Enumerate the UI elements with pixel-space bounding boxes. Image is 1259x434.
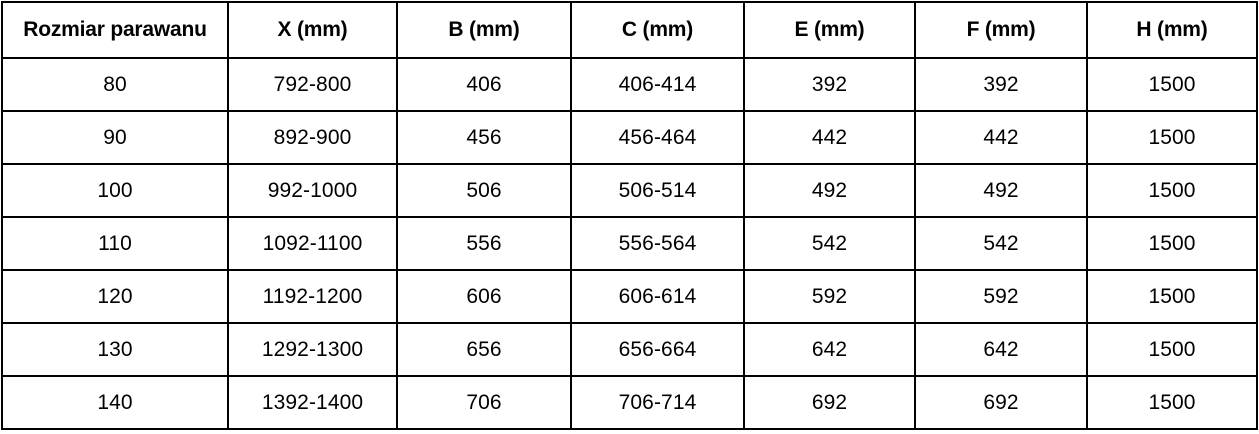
cell-size: 80 <box>1 57 229 112</box>
table-row: 110 1092-1100 556 556-564 542 542 1500 <box>1 216 1258 271</box>
cell-c: 506-514 <box>570 163 745 218</box>
cell-b: 556 <box>396 216 572 271</box>
cell-h: 1500 <box>1086 57 1258 112</box>
column-header-h: H (mm) <box>1086 1 1258 59</box>
cell-x: 1092-1100 <box>227 216 398 271</box>
cell-x: 1292-1300 <box>227 322 398 377</box>
cell-b: 406 <box>396 57 572 112</box>
cell-c: 406-414 <box>570 57 745 112</box>
cell-x: 792-800 <box>227 57 398 112</box>
cell-b: 456 <box>396 110 572 165</box>
cell-e: 642 <box>743 322 916 377</box>
cell-c: 456-464 <box>570 110 745 165</box>
cell-x: 1392-1400 <box>227 375 398 430</box>
cell-f: 692 <box>914 375 1088 430</box>
cell-f: 542 <box>914 216 1088 271</box>
cell-c: 706-714 <box>570 375 745 430</box>
column-header-f: F (mm) <box>914 1 1088 59</box>
table-body: 80 792-800 406 406-414 392 392 1500 90 892-900 45… <box>1 57 1258 430</box>
table-header: Rozmiar parawanu X (mm) B (mm) C (mm) E (mm)… <box>1 1 1258 59</box>
cell-e: 392 <box>743 57 916 112</box>
cell-size: 130 <box>1 322 229 377</box>
cell-f: 442 <box>914 110 1088 165</box>
cell-size: 100 <box>1 163 229 218</box>
cell-x: 992-1000 <box>227 163 398 218</box>
cell-b: 706 <box>396 375 572 430</box>
table-row: 90 892-900 456 456-464 442 442 1500 <box>1 110 1258 165</box>
cell-e: 442 <box>743 110 916 165</box>
cell-x: 1192-1200 <box>227 269 398 324</box>
header-row: Rozmiar parawanu X (mm) B (mm) C (mm) E (mm)… <box>1 1 1258 59</box>
cell-size: 90 <box>1 110 229 165</box>
table-row: 80 792-800 406 406-414 392 392 1500 <box>1 57 1258 112</box>
cell-h: 1500 <box>1086 163 1258 218</box>
cell-h: 1500 <box>1086 269 1258 324</box>
column-header-x: X (mm) <box>227 1 398 59</box>
column-header-b: B (mm) <box>396 1 572 59</box>
cell-b: 656 <box>396 322 572 377</box>
column-header-e: E (mm) <box>743 1 916 59</box>
column-header-size: Rozmiar parawanu <box>1 1 229 59</box>
cell-c: 556-564 <box>570 216 745 271</box>
cell-f: 592 <box>914 269 1088 324</box>
cell-f: 642 <box>914 322 1088 377</box>
cell-h: 1500 <box>1086 216 1258 271</box>
cell-e: 492 <box>743 163 916 218</box>
table-row: 130 1292-1300 656 656-664 642 642 1500 <box>1 322 1258 377</box>
cell-size: 140 <box>1 375 229 430</box>
cell-e: 542 <box>743 216 916 271</box>
cell-c: 656-664 <box>570 322 745 377</box>
cell-h: 1500 <box>1086 375 1258 430</box>
cell-size: 120 <box>1 269 229 324</box>
table-row: 120 1192-1200 606 606-614 592 592 1500 <box>1 269 1258 324</box>
cell-h: 1500 <box>1086 322 1258 377</box>
cell-e: 692 <box>743 375 916 430</box>
cell-b: 506 <box>396 163 572 218</box>
cell-f: 392 <box>914 57 1088 112</box>
column-header-c: C (mm) <box>570 1 745 59</box>
cell-size: 110 <box>1 216 229 271</box>
table-row: 140 1392-1400 706 706-714 692 692 1500 <box>1 375 1258 430</box>
cell-x: 892-900 <box>227 110 398 165</box>
table-row: 100 992-1000 506 506-514 492 492 1500 <box>1 163 1258 218</box>
cell-b: 606 <box>396 269 572 324</box>
cell-c: 606-614 <box>570 269 745 324</box>
cell-e: 592 <box>743 269 916 324</box>
cell-h: 1500 <box>1086 110 1258 165</box>
cell-f: 492 <box>914 163 1088 218</box>
